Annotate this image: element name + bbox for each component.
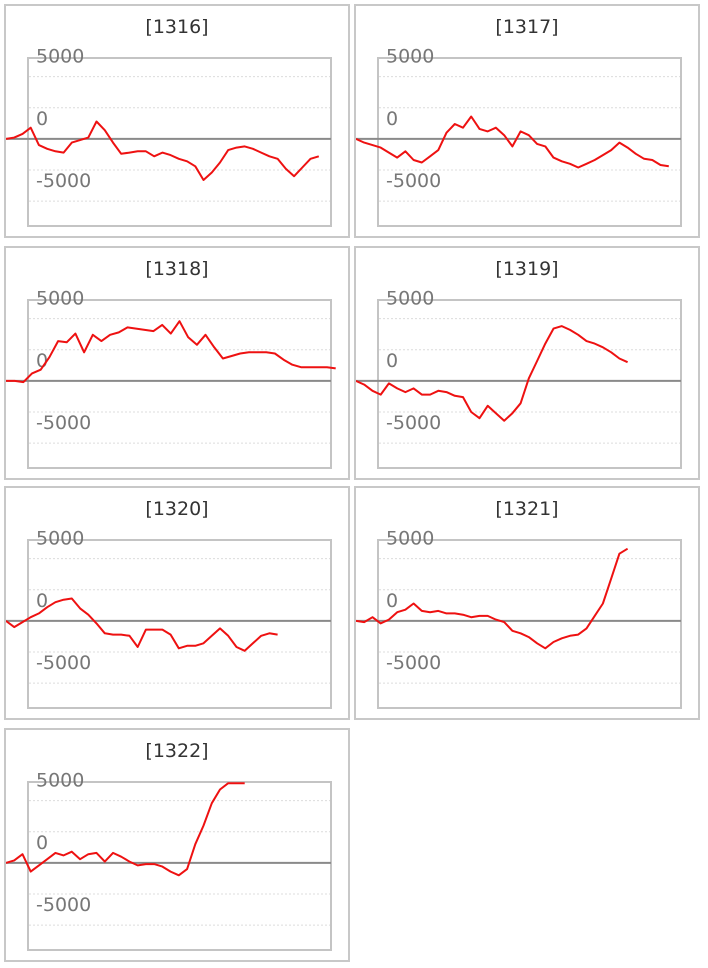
chart-title: [1322] <box>145 740 209 762</box>
chart-title: [1318] <box>145 258 209 280</box>
y-tick-label: 0 <box>386 350 398 372</box>
line-chart: 5000 0 -5000 <box>356 46 682 227</box>
y-tick-label: 5000 <box>36 46 84 68</box>
y-tick-label: 5000 <box>386 528 434 550</box>
y-tick-label: 5000 <box>386 288 434 310</box>
y-tick-label: -5000 <box>386 170 441 192</box>
chart-title: [1319] <box>495 258 559 280</box>
series-line <box>6 597 278 652</box>
chart-title: [1320] <box>145 498 209 520</box>
y-tick-label: 0 <box>386 590 398 612</box>
y-tick-label: -5000 <box>36 894 91 916</box>
chart-panel: [1317] 5000 0 -5000 <box>354 4 700 238</box>
y-tick-label: -5000 <box>36 170 91 192</box>
series-line <box>6 782 245 877</box>
line-chart: 5000 0 -5000 <box>356 288 682 469</box>
y-tick-label: 5000 <box>36 770 84 792</box>
y-tick-label: -5000 <box>36 412 91 434</box>
series-line <box>6 320 336 384</box>
series-line <box>356 325 629 422</box>
chart-panel: [1321] 5000 0 -5000 <box>354 486 700 720</box>
plot-area <box>377 57 682 227</box>
chart-title: [1316] <box>145 16 209 38</box>
plot-area <box>27 539 332 709</box>
y-tick-label: 0 <box>36 350 48 372</box>
chart-title: [1317] <box>495 16 559 38</box>
y-tick-label: 0 <box>386 108 398 130</box>
chart-panel: [1320] 5000 0 -5000 <box>4 486 350 720</box>
chart-panel: [1319] 5000 0 -5000 <box>354 246 700 480</box>
y-tick-label: 0 <box>36 108 48 130</box>
line-chart: 5000 0 -5000 <box>6 46 332 227</box>
y-tick-label: -5000 <box>386 412 441 434</box>
plot-area <box>27 299 332 469</box>
y-tick-label: 5000 <box>36 528 84 550</box>
series-line <box>6 120 320 181</box>
y-tick-label: -5000 <box>36 652 91 674</box>
chart-panel: [1316] 5000 0 -5000 <box>4 4 350 238</box>
line-chart: 5000 0 -5000 <box>356 528 682 709</box>
line-chart: 5000 0 -5000 <box>6 528 332 709</box>
series-line <box>356 115 669 169</box>
chart-panel: [1322] 5000 0 -5000 <box>4 728 350 962</box>
line-chart: 5000 0 -5000 <box>6 770 332 951</box>
y-tick-label: 0 <box>36 590 48 612</box>
y-tick-label: -5000 <box>386 652 441 674</box>
y-tick-label: 0 <box>36 832 48 854</box>
y-tick-label: 5000 <box>386 46 434 68</box>
plot-area <box>27 57 332 227</box>
chart-title: [1321] <box>495 498 559 520</box>
y-tick-label: 5000 <box>36 288 84 310</box>
chart-panel: [1318] 5000 0 -5000 <box>4 246 350 480</box>
plot-area <box>27 781 332 951</box>
series-line <box>356 547 629 650</box>
plot-area <box>377 299 682 469</box>
plot-area <box>377 539 682 709</box>
line-chart: 5000 0 -5000 <box>6 288 336 469</box>
